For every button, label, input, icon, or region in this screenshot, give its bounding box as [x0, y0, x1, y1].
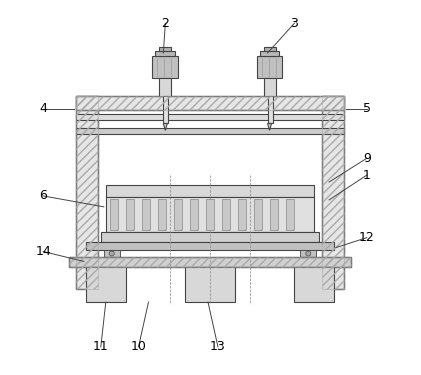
Bar [86, 242, 334, 249]
Text: 6: 6 [39, 189, 47, 202]
Text: 5: 5 [363, 102, 371, 115]
Circle shape [306, 251, 311, 256]
Polygon shape [163, 123, 167, 130]
Text: 11: 11 [93, 340, 109, 353]
Bar [160, 47, 171, 51]
Bar [174, 199, 182, 230]
Bar [158, 199, 166, 230]
Bar [101, 232, 319, 242]
Text: 9: 9 [363, 152, 371, 165]
Bar [294, 267, 334, 302]
Text: 10: 10 [131, 340, 147, 353]
Bar [238, 199, 246, 230]
Bar [163, 96, 168, 123]
Bar [300, 249, 316, 258]
Bar [264, 78, 275, 96]
Bar [142, 199, 150, 230]
Bar [76, 129, 344, 134]
Bar [69, 258, 351, 267]
Bar [322, 96, 344, 289]
Bar [106, 197, 314, 232]
Bar [76, 96, 344, 109]
Bar [126, 199, 134, 230]
Polygon shape [268, 123, 272, 130]
Bar [270, 199, 278, 230]
Text: 2: 2 [161, 17, 169, 30]
Circle shape [109, 251, 114, 256]
Bar [76, 96, 98, 289]
Bar [286, 199, 294, 230]
Bar [106, 185, 314, 197]
Bar [268, 96, 272, 123]
Bar [254, 199, 262, 230]
Bar [155, 51, 175, 56]
Text: 14: 14 [35, 245, 51, 258]
Bar [206, 199, 214, 230]
Text: 13: 13 [210, 340, 226, 353]
Bar [76, 114, 344, 120]
Text: 12: 12 [359, 231, 375, 244]
Bar [69, 258, 351, 267]
Bar [190, 199, 198, 230]
Bar [160, 78, 171, 96]
Bar [86, 267, 125, 302]
Bar [152, 56, 178, 78]
Bar [222, 199, 230, 230]
Bar [104, 249, 120, 258]
Bar [185, 267, 235, 302]
Text: 4: 4 [39, 102, 47, 115]
Bar [76, 96, 344, 109]
Bar [257, 56, 282, 78]
Bar [76, 96, 98, 289]
Bar [260, 51, 280, 56]
Bar [110, 199, 118, 230]
Bar [264, 47, 275, 51]
Bar [322, 96, 344, 289]
Text: 3: 3 [290, 17, 298, 30]
Text: 1: 1 [363, 169, 371, 182]
